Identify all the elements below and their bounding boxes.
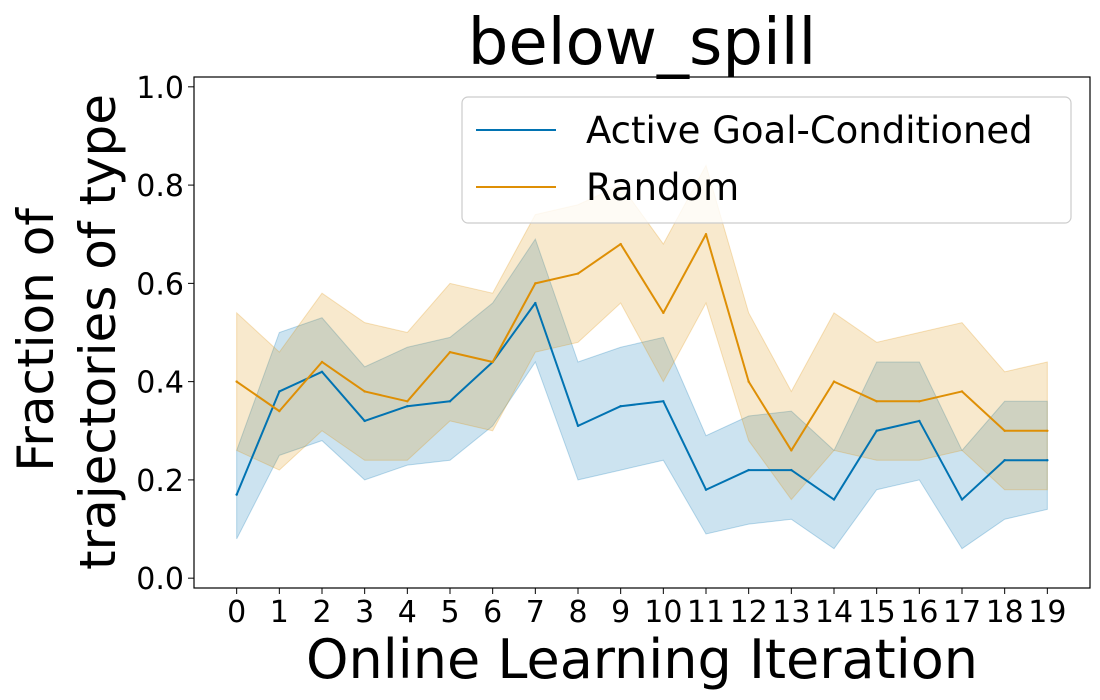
x-tick-label: 12 xyxy=(730,595,768,630)
x-tick-label: 11 xyxy=(687,595,725,630)
series-lines xyxy=(235,233,1049,501)
points-random xyxy=(235,233,1049,452)
point-random-19 xyxy=(1046,429,1049,432)
point-active-3 xyxy=(363,419,366,423)
x-tick-label: 5 xyxy=(440,595,459,630)
point-active-11 xyxy=(704,488,708,491)
y-tick-label: 0.8 xyxy=(136,169,184,204)
point-active-2 xyxy=(320,370,324,374)
x-tick-label: 15 xyxy=(858,595,896,630)
y-axis-ticks: 0.0 0.2 0.4 0.6 0.8 1.0 xyxy=(136,71,194,597)
point-active-4 xyxy=(406,405,409,408)
y-axis-label: Fraction of trajectories of type xyxy=(7,94,127,570)
legend: Active Goal-Conditioned Random xyxy=(461,96,1072,224)
point-random-14 xyxy=(832,380,836,383)
point-random-17 xyxy=(960,390,964,393)
y-axis-label-line-1: Fraction of xyxy=(7,207,65,472)
point-random-3 xyxy=(363,390,366,393)
point-random-4 xyxy=(406,400,409,403)
line-active xyxy=(235,302,1048,501)
point-random-13 xyxy=(790,449,793,452)
line-random xyxy=(236,233,1048,452)
legend-label-active: Active Goal-Conditioned xyxy=(586,109,1033,152)
point-active-10 xyxy=(662,400,665,403)
y-tick-label: 0.2 xyxy=(136,464,184,499)
x-tick-label: 19 xyxy=(1028,595,1066,630)
point-active-14 xyxy=(832,498,836,501)
point-random-1 xyxy=(278,409,281,413)
x-tick-label: 3 xyxy=(355,595,374,630)
point-random-16 xyxy=(918,400,921,403)
point-random-8 xyxy=(576,272,580,275)
confidence-bands xyxy=(236,164,1048,550)
point-random-12 xyxy=(747,380,750,383)
point-active-1 xyxy=(278,390,281,393)
point-active-18 xyxy=(1003,459,1006,462)
point-random-15 xyxy=(875,400,878,403)
point-random-9 xyxy=(619,242,622,246)
y-tick-label: 0.4 xyxy=(136,366,184,401)
point-random-7 xyxy=(534,282,537,285)
x-axis-ticks: 0 1 2 3 4 5 6 7 8 9 10 11 12 13 14 15 16 17 18 19 xyxy=(227,588,1066,630)
points-active xyxy=(235,301,1049,501)
x-tick-label: 7 xyxy=(526,595,545,630)
point-active-15 xyxy=(875,429,878,432)
point-random-18 xyxy=(1003,429,1006,432)
x-tick-label: 6 xyxy=(483,595,502,630)
point-active-16 xyxy=(918,419,921,423)
point-random-5 xyxy=(448,350,452,354)
x-tick-label: 2 xyxy=(312,595,331,630)
x-tick-label: 4 xyxy=(398,595,417,630)
band-random xyxy=(236,164,1048,501)
point-random-2 xyxy=(320,360,324,364)
y-axis-label-line-2: trajectories of type xyxy=(69,94,127,570)
point-active-13 xyxy=(790,468,793,472)
point-random-10 xyxy=(662,311,665,315)
band-active xyxy=(236,238,1048,550)
x-tick-label: 14 xyxy=(815,595,853,630)
legend-label-random: Random xyxy=(586,166,739,209)
point-active-8 xyxy=(576,424,580,428)
x-tick-label: 8 xyxy=(568,595,587,630)
point-active-12 xyxy=(747,468,750,472)
point-random-0 xyxy=(235,380,238,383)
y-tick-label: 0.6 xyxy=(136,267,184,302)
x-tick-label: 9 xyxy=(611,595,630,630)
x-axis-label: Online Learning Iteration xyxy=(306,628,978,691)
point-active-17 xyxy=(960,498,964,501)
chart-title: below_spill xyxy=(468,6,817,80)
point-active-7 xyxy=(534,301,537,305)
x-tick-label: 13 xyxy=(772,595,810,630)
legend-box xyxy=(461,96,1072,224)
x-tick-label: 17 xyxy=(943,595,981,630)
point-active-9 xyxy=(619,405,622,408)
x-tick-label: 10 xyxy=(644,595,682,630)
x-tick-label: 18 xyxy=(986,595,1024,630)
x-tick-label: 16 xyxy=(900,595,938,630)
y-tick-label: 0.0 xyxy=(136,562,184,597)
y-tick-label: 1.0 xyxy=(136,71,184,106)
point-active-5 xyxy=(448,400,452,403)
point-random-11 xyxy=(704,233,708,236)
x-tick-label: 0 xyxy=(227,595,246,630)
x-tick-label: 1 xyxy=(270,595,289,630)
point-active-0 xyxy=(235,493,238,496)
point-random-6 xyxy=(491,360,494,364)
point-active-19 xyxy=(1046,459,1049,462)
plot-frame xyxy=(193,76,1091,589)
